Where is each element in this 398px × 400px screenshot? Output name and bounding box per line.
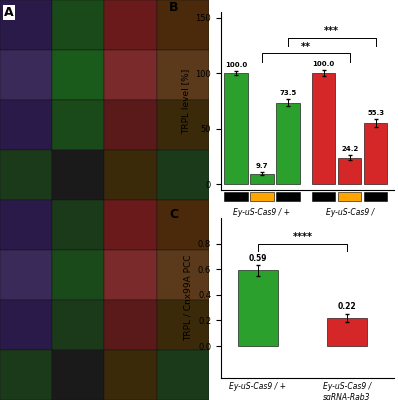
Bar <box>276 192 300 201</box>
Bar <box>104 50 157 100</box>
Bar <box>104 250 157 300</box>
Y-axis label: TRPL / Cnx99A PCC: TRPL / Cnx99A PCC <box>183 255 192 341</box>
Bar <box>0 250 52 300</box>
Text: 9.7: 9.7 <box>256 163 268 169</box>
Bar <box>238 270 278 346</box>
Bar <box>157 150 209 200</box>
Text: 24.2: 24.2 <box>341 146 358 152</box>
Text: C: C <box>169 208 178 221</box>
Bar <box>0 0 52 50</box>
Bar <box>0 200 52 250</box>
Bar <box>157 0 209 50</box>
Bar <box>0 300 52 350</box>
Bar <box>157 50 209 100</box>
Text: 73.5: 73.5 <box>279 90 297 96</box>
Bar <box>224 192 248 201</box>
Bar <box>157 250 209 300</box>
Bar <box>0 100 52 150</box>
Bar <box>52 300 104 350</box>
Bar <box>327 318 367 346</box>
Bar <box>157 300 209 350</box>
Bar <box>52 350 104 400</box>
Bar <box>104 100 157 150</box>
Bar <box>157 350 209 400</box>
Bar <box>0 150 52 200</box>
Bar <box>52 100 104 150</box>
Bar <box>312 73 336 184</box>
Bar <box>104 200 157 250</box>
Bar <box>104 0 157 50</box>
Text: 55.3: 55.3 <box>367 110 384 116</box>
Bar <box>104 350 157 400</box>
Bar <box>312 192 336 201</box>
Text: 0.59: 0.59 <box>249 254 267 263</box>
Text: A: A <box>4 6 14 19</box>
Bar <box>0 350 52 400</box>
Bar <box>250 174 273 184</box>
Bar <box>157 100 209 150</box>
Bar <box>364 192 387 201</box>
Text: 0.22: 0.22 <box>338 302 356 312</box>
Text: 100.0: 100.0 <box>313 61 335 67</box>
Text: ***: *** <box>324 26 339 36</box>
Text: ****: **** <box>293 232 312 242</box>
Text: B: B <box>169 1 178 14</box>
Bar <box>338 192 361 201</box>
Bar <box>224 73 248 184</box>
Bar <box>52 50 104 100</box>
Text: 100.0: 100.0 <box>225 62 247 68</box>
Bar <box>250 192 273 201</box>
Bar <box>104 300 157 350</box>
Bar <box>364 123 387 184</box>
Bar <box>338 158 361 184</box>
Bar <box>104 150 157 200</box>
Bar <box>52 250 104 300</box>
Bar <box>276 103 300 184</box>
Bar <box>52 200 104 250</box>
Y-axis label: TRPL level [%]: TRPL level [%] <box>181 68 190 134</box>
Bar <box>0 50 52 100</box>
Text: **: ** <box>301 42 311 52</box>
Bar <box>52 0 104 50</box>
Bar <box>157 200 209 250</box>
Bar <box>52 150 104 200</box>
